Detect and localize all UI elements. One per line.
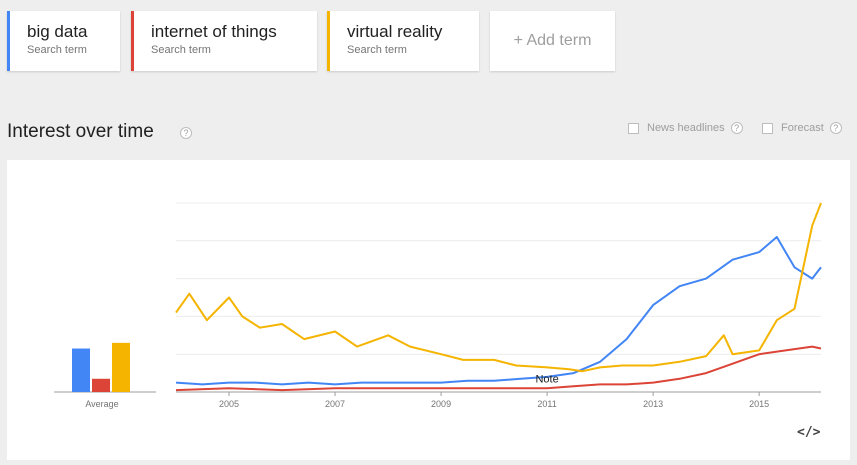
note-annotation: Note [535,373,558,385]
term-color-bar [131,11,134,71]
term-subtitle: Search term [27,44,87,56]
add-term-button[interactable]: + Add term [490,11,615,71]
average-bar [112,342,130,392]
series-line [175,345,822,392]
section-title: Interest over time [7,121,154,142]
news-headlines-label: News headlines [647,122,725,134]
news-headlines-option: News headlines ? [628,122,743,134]
x-tick-label: 2009 [431,399,451,409]
term-subtitle: Search term [347,44,407,56]
average-bar [72,348,90,392]
x-tick-label: 2013 [643,399,663,409]
forecast-checkbox[interactable] [762,122,773,134]
series-line [175,202,822,373]
term-card-big-data[interactable]: big data Search term [7,11,120,71]
term-color-bar [327,11,330,71]
term-name: internet of things [151,22,277,41]
help-icon[interactable]: ? [829,122,842,134]
news-headlines-checkbox[interactable] [628,122,639,134]
forecast-label: Forecast [781,122,824,134]
interest-over-time-panel: 2005 2007 2009 2011 2013 2015 Average Note </> [7,160,850,460]
term-card-virtual-reality[interactable]: virtual reality Search term [327,11,479,71]
help-icon[interactable]: ? [730,122,743,134]
x-tick-label: 2005 [219,399,239,409]
term-name: virtual reality [347,22,443,41]
interest-over-time-chart: 2005 2007 2009 2011 2013 2015 Average Note [54,202,822,409]
term-subtitle: Search term [151,44,211,56]
average-label: Average [85,399,118,409]
average-bar [92,378,110,392]
code-embed-icon[interactable]: </> [797,425,821,440]
term-name: big data [27,22,88,41]
x-tick-label: 2015 [749,399,769,409]
series-line [175,236,822,386]
term-card-internet-of-things[interactable]: internet of things Search term [131,11,317,71]
forecast-option: Forecast ? [762,122,842,134]
x-tick-label: 2011 [537,399,556,409]
help-icon[interactable]: ? [180,127,192,139]
term-color-bar [7,11,10,71]
x-tick-label: 2007 [325,399,345,409]
